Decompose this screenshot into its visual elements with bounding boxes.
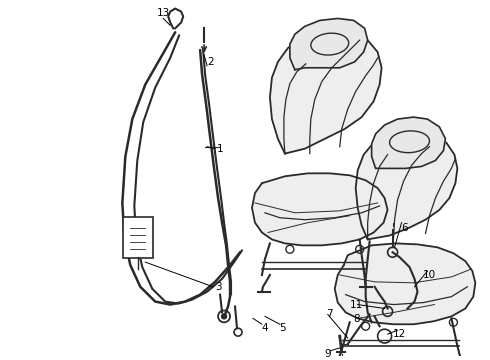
Polygon shape <box>356 131 457 239</box>
FancyBboxPatch shape <box>123 217 153 258</box>
Text: 4: 4 <box>262 323 268 333</box>
Ellipse shape <box>390 131 429 153</box>
Polygon shape <box>252 173 388 246</box>
Polygon shape <box>290 18 368 70</box>
Text: 13: 13 <box>157 8 170 18</box>
Text: 5: 5 <box>280 323 286 333</box>
Text: 11: 11 <box>350 300 363 310</box>
Text: 2: 2 <box>207 57 214 67</box>
Text: 7: 7 <box>326 309 333 319</box>
Text: 3: 3 <box>215 282 221 292</box>
Polygon shape <box>335 243 475 324</box>
Text: 6: 6 <box>401 222 408 233</box>
Polygon shape <box>270 30 382 154</box>
Polygon shape <box>371 117 445 168</box>
Ellipse shape <box>311 33 349 55</box>
Text: 8: 8 <box>353 314 360 324</box>
Circle shape <box>221 314 226 319</box>
Text: 12: 12 <box>393 329 406 339</box>
Text: 1: 1 <box>217 144 223 154</box>
Text: 10: 10 <box>423 270 436 280</box>
Text: 9: 9 <box>324 349 331 359</box>
